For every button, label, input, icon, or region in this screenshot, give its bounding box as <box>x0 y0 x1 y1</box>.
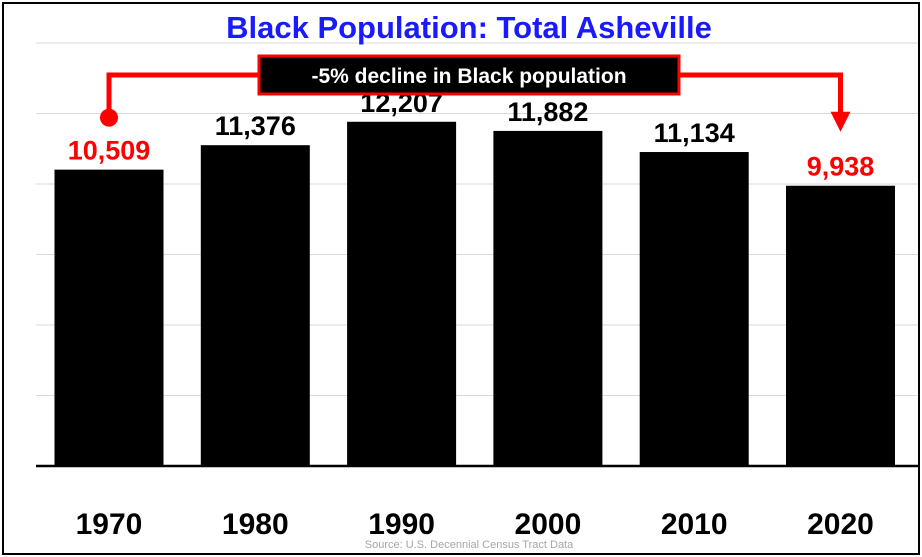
bar-1980 <box>200 145 310 467</box>
source-note: Source: U.S. Decennial Census Tract Data <box>365 539 574 551</box>
x-tick-1970: 1970 <box>76 508 143 541</box>
start-dot <box>100 108 118 127</box>
bar-2000 <box>493 130 603 466</box>
x-tick-labels: 1970 1980 1990 2000 2010 2020 <box>76 508 874 541</box>
bar-1970 <box>54 169 164 467</box>
gridlines <box>36 42 918 468</box>
data-label-2000: 11,882 <box>507 97 588 127</box>
x-tick-2020: 2020 <box>807 508 874 541</box>
bar-1990 <box>347 121 457 466</box>
bar-2020 <box>786 185 895 466</box>
chart-title: Black Population: Total Asheville <box>226 10 712 45</box>
data-label-2010: 11,134 <box>654 118 735 148</box>
data-label-1980: 11,376 <box>215 111 296 141</box>
decline-annotation: -5% decline in Black population <box>100 54 851 132</box>
annotation-text: -5% decline in Black population <box>311 65 626 88</box>
annotation-box <box>257 54 681 96</box>
x-tick-1990: 1990 <box>368 508 435 541</box>
x-tick-2000: 2000 <box>515 508 582 541</box>
bars <box>54 121 895 467</box>
data-label-2020: 9,938 <box>807 152 875 182</box>
end-arrowhead <box>830 111 851 132</box>
bar-2010 <box>639 152 749 467</box>
x-tick-2010: 2010 <box>661 508 728 541</box>
data-label-1970: 10,509 <box>68 136 151 166</box>
x-tick-1980: 1980 <box>222 508 289 541</box>
